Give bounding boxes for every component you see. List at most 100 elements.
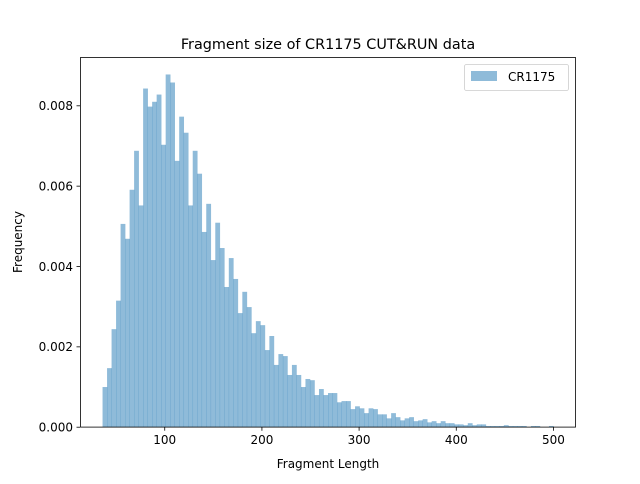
histogram-bar — [332, 393, 338, 428]
y-tick-label: 0.006 — [39, 179, 73, 193]
histogram-bar — [521, 425, 527, 428]
histogram-bar — [368, 408, 374, 428]
y-axis: 0.000 0.002 0.004 0.006 0.008 — [39, 99, 80, 435]
histogram-bar — [346, 401, 351, 428]
x-tick-label: 400 — [445, 433, 468, 447]
histogram-bar — [165, 74, 171, 428]
histogram-bar — [409, 417, 414, 428]
histogram-bar — [170, 82, 175, 428]
histogram-bar — [192, 150, 198, 428]
histogram-bar — [179, 116, 185, 428]
histogram-bar — [183, 132, 189, 428]
y-axis-label: Frequency — [11, 211, 25, 273]
histogram-bar — [107, 368, 112, 428]
histogram-bar — [291, 364, 297, 428]
histogram-bar — [467, 423, 473, 428]
histogram-bar — [391, 413, 396, 428]
histogram-bar — [341, 401, 347, 428]
chart-title: Fragment size of CR1175 CUT&RUN data — [181, 37, 475, 53]
histogram-bar — [273, 364, 279, 428]
histogram-bar — [309, 380, 315, 428]
legend-swatch — [471, 71, 497, 81]
histogram-bar — [350, 409, 356, 428]
histogram-bar — [255, 321, 261, 428]
legend: CR1175 — [464, 64, 569, 91]
y-tick-label: 0.000 — [39, 421, 73, 435]
histogram-bar — [120, 223, 126, 428]
histogram-bar — [449, 423, 455, 428]
histogram-bar — [494, 425, 500, 428]
histogram-bar — [548, 425, 554, 428]
histogram-bar — [260, 325, 266, 428]
histogram-bar — [436, 423, 442, 428]
histogram-bar — [499, 425, 505, 428]
histogram-bar — [237, 313, 243, 428]
histogram-bar — [125, 238, 130, 428]
histogram-bar — [458, 424, 464, 428]
histogram-bar — [282, 356, 288, 428]
histogram-bar — [152, 101, 157, 428]
histogram-bar — [517, 425, 523, 428]
histogram-bar — [305, 378, 311, 428]
histogram-bar — [224, 286, 230, 428]
histogram-bar — [264, 350, 270, 428]
histogram-bar — [454, 424, 460, 428]
histogram-bar — [143, 88, 148, 428]
histogram-bar — [382, 414, 387, 428]
histogram-bar — [287, 374, 293, 428]
histogram-bar — [440, 421, 446, 428]
histogram-bar — [413, 421, 419, 428]
histogram-bar — [337, 402, 342, 428]
x-tick-label: 500 — [542, 433, 565, 447]
histogram-bar — [111, 329, 117, 428]
histogram-bar — [188, 205, 194, 428]
histogram-bar — [395, 417, 401, 428]
histogram-bar — [530, 425, 536, 428]
histogram-bar — [201, 231, 207, 428]
histogram-bar — [463, 425, 469, 428]
y-tick-label: 0.008 — [39, 99, 73, 113]
histogram-bar — [427, 422, 433, 428]
histogram-bar — [318, 389, 324, 428]
histogram-bar — [233, 278, 239, 428]
histogram-bar — [300, 387, 306, 428]
histogram-bar — [355, 406, 360, 428]
histogram-bar — [490, 425, 496, 428]
histogram-bar — [138, 205, 144, 428]
histogram-bar — [246, 307, 252, 428]
histogram-bar — [404, 418, 410, 428]
histogram-bar — [422, 419, 428, 428]
histogram-bar — [323, 395, 329, 428]
histogram-bar — [197, 173, 203, 428]
histogram-bar — [328, 393, 333, 428]
histogram-bar — [485, 425, 491, 428]
histogram-bar — [296, 374, 302, 428]
histogram-bar — [377, 414, 383, 428]
x-tick-label: 100 — [153, 433, 176, 447]
histogram-bar — [472, 425, 478, 428]
histogram-bar — [359, 408, 365, 428]
histogram-bar — [251, 333, 257, 428]
histogram-bar — [269, 336, 275, 428]
y-tick-label: 0.004 — [39, 260, 73, 274]
histogram-bar — [400, 420, 405, 428]
histogram-bar — [418, 420, 423, 428]
bars — [102, 74, 554, 428]
histogram-bar — [314, 395, 320, 428]
histogram-bar — [147, 106, 153, 428]
x-axis-label: Fragment Length — [277, 457, 380, 471]
y-tick-label: 0.002 — [39, 340, 73, 354]
histogram-bar — [174, 160, 180, 428]
histogram-bar — [373, 409, 378, 428]
histogram-bar — [228, 258, 234, 428]
histogram-bar — [512, 425, 518, 428]
axes-frame — [80, 57, 576, 428]
histogram-bar — [508, 425, 514, 428]
histogram-bar — [219, 248, 225, 428]
histogram-bar — [476, 424, 482, 428]
histogram-bar — [535, 425, 541, 428]
histogram-bar — [129, 189, 135, 428]
histogram-bar — [503, 425, 509, 428]
histogram-bar — [116, 300, 121, 428]
